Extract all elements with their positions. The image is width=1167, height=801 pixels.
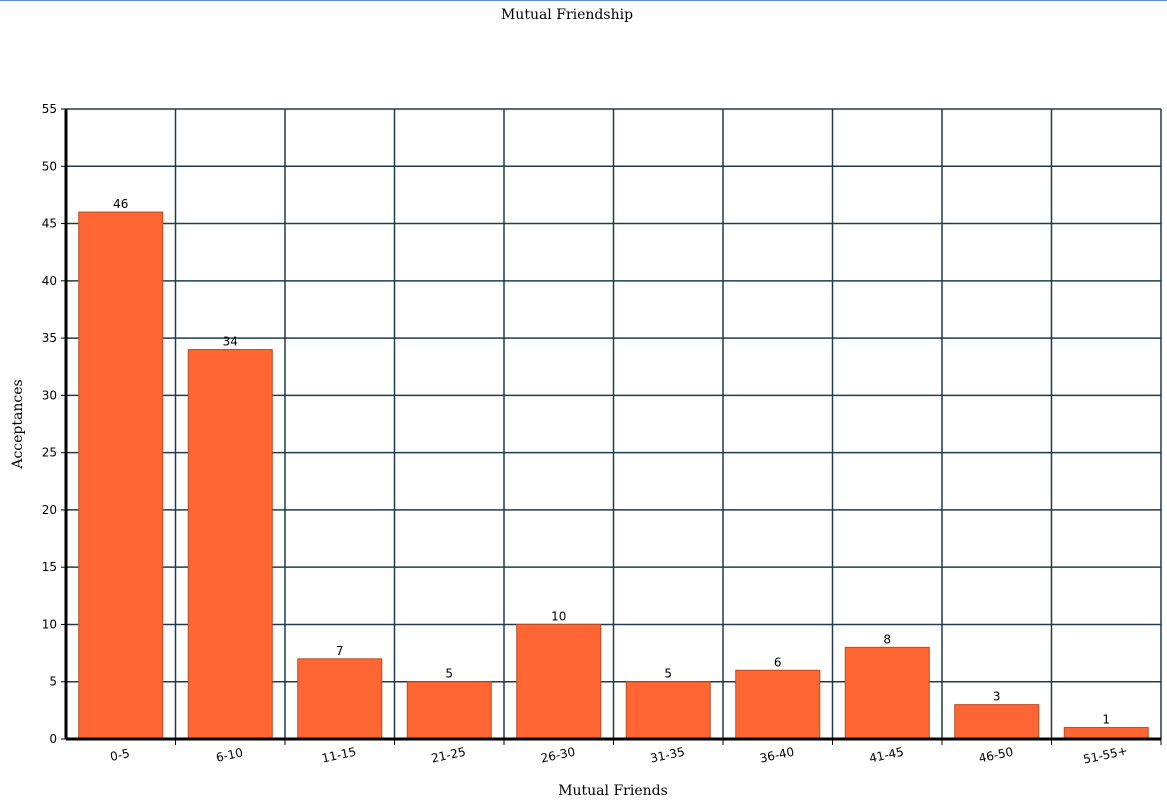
y-tick-label: 15	[42, 560, 57, 574]
bar	[297, 658, 383, 740]
x-tick-label: 41-45	[868, 745, 905, 766]
x-tick-label: 26-30	[539, 745, 576, 766]
y-tick-label: 45	[42, 217, 57, 231]
bar-value-label: 5	[664, 667, 672, 681]
x-tick-label: 6-10	[215, 745, 245, 764]
y-tick-label: 10	[42, 617, 57, 631]
y-tick-label: 30	[42, 388, 57, 402]
x-axis-title: Mutual Friends	[558, 783, 668, 799]
bar	[187, 349, 273, 740]
x-tick-label: 11-15	[320, 745, 357, 766]
y-axis-title: Acceptances	[10, 379, 26, 469]
bar-value-label: 10	[551, 609, 566, 623]
bar	[954, 704, 1040, 740]
bar-value-label: 8	[883, 632, 891, 646]
y-tick-label: 0	[49, 732, 57, 746]
x-tick-label: 36-40	[758, 745, 795, 766]
bar-value-label: 3	[993, 690, 1001, 704]
bar	[735, 669, 821, 740]
bar	[406, 681, 492, 740]
bar-value-label: 6	[774, 655, 782, 669]
bar	[1063, 727, 1149, 740]
x-tick-label: 51-55+	[1082, 744, 1129, 767]
data-labels: 46 34 7 5 10 5 6 8 3 1	[113, 197, 1110, 726]
x-tick-label: 31-35	[649, 745, 686, 766]
x-axis-ticks: 0-5 6-10 11-15 21-25 26-30 31-35 36-40 41-45 46-…	[109, 739, 1162, 767]
bars	[78, 211, 1149, 740]
bar	[844, 646, 930, 740]
bar-value-label: 46	[113, 197, 128, 211]
bar	[625, 681, 711, 740]
y-tick-label: 50	[42, 159, 57, 173]
y-tick-label: 40	[42, 274, 57, 288]
y-axis-ticks: 0 5 10 15 20 25 30 35 40 45 50 55	[42, 102, 66, 746]
bar-value-label: 5	[445, 667, 453, 681]
y-tick-label: 55	[42, 102, 57, 116]
bar	[78, 211, 164, 740]
y-tick-label: 25	[42, 446, 57, 460]
y-tick-label: 20	[42, 503, 57, 517]
bar-value-label: 34	[223, 335, 238, 349]
x-tick-label: 0-5	[109, 746, 131, 764]
bar-value-label: 7	[336, 644, 344, 658]
bar-value-label: 1	[1102, 713, 1110, 727]
x-tick-label: 46-50	[977, 745, 1014, 766]
x-tick-label: 21-25	[430, 745, 467, 766]
window-top-border	[0, 0, 1167, 1]
chart-title: Mutual Friendship	[501, 7, 633, 23]
y-tick-label: 35	[42, 331, 57, 345]
y-tick-label: 5	[49, 675, 57, 689]
bar	[516, 623, 602, 740]
